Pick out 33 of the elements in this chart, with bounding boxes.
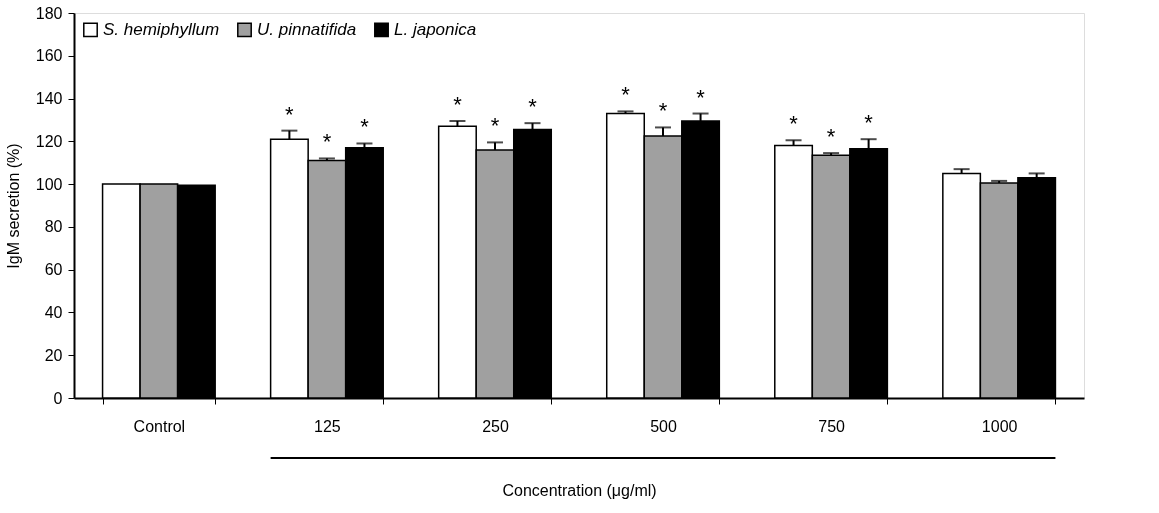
y-tick-label: 20 xyxy=(44,346,63,364)
data-label: * xyxy=(322,129,332,155)
y-tick-label: 160 xyxy=(35,47,63,65)
data-label: * xyxy=(528,94,538,120)
data-label: * xyxy=(826,124,836,150)
data-label: * xyxy=(360,114,370,140)
data-label: * xyxy=(490,113,500,139)
x-tick-label: 750 xyxy=(818,417,846,435)
data-label: * xyxy=(453,92,463,118)
data-label: * xyxy=(658,98,668,124)
data-label: * xyxy=(621,82,631,108)
legend-label: S. hemiphyllum xyxy=(103,19,220,39)
data-label: * xyxy=(864,110,874,136)
y-tick-label: 100 xyxy=(35,175,63,193)
x-tick-label: 125 xyxy=(314,417,341,435)
y-tick-label: 120 xyxy=(35,132,63,150)
legend-label: L. japonica xyxy=(394,19,477,39)
y-tick-label: 140 xyxy=(35,90,63,108)
legend-label: U. pinnatifida xyxy=(257,19,357,39)
data-label: * xyxy=(285,101,295,127)
y-tick-label: 80 xyxy=(44,218,63,236)
data-label: * xyxy=(789,111,799,137)
y-tick-label: 0 xyxy=(53,389,63,407)
x-tick-label: Control xyxy=(133,417,186,435)
y-tick-label: 180 xyxy=(35,4,63,22)
y-tick-label: 60 xyxy=(44,261,63,279)
x-tick-label: 1000 xyxy=(981,417,1018,435)
y-tick-label: 40 xyxy=(44,303,63,321)
x-tick-label: 250 xyxy=(482,417,509,435)
x-tick-label: 500 xyxy=(650,417,677,435)
x-axis-title: Concentration (μg/ml) xyxy=(502,481,657,499)
y-axis-title: IgM secretion (%) xyxy=(4,143,22,269)
data-label: * xyxy=(696,84,706,110)
